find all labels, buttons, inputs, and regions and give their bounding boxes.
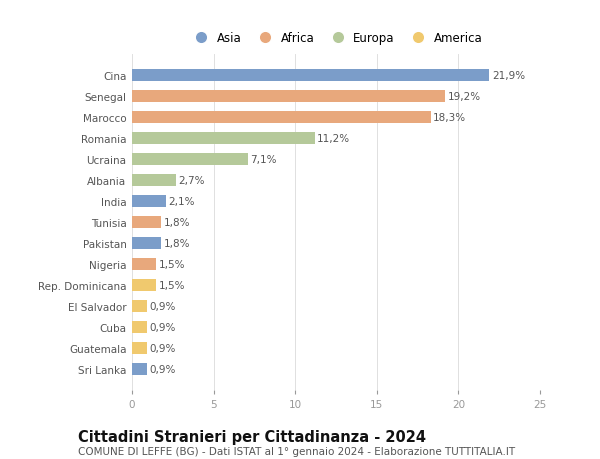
Text: 2,1%: 2,1% (169, 197, 195, 207)
Text: 1,8%: 1,8% (164, 239, 190, 248)
Text: 11,2%: 11,2% (317, 134, 350, 144)
Bar (132, 259, 157, 270)
Bar (132, 364, 146, 375)
Text: 18,3%: 18,3% (433, 113, 466, 123)
Bar (132, 91, 445, 103)
Text: 0,9%: 0,9% (149, 322, 176, 332)
Legend: Asia, Africa, Europa, America: Asia, Africa, Europa, America (185, 28, 487, 50)
Text: 7,1%: 7,1% (250, 155, 277, 165)
Bar (132, 70, 490, 82)
Bar (132, 133, 315, 145)
Text: COMUNE DI LEFFE (BG) - Dati ISTAT al 1° gennaio 2024 - Elaborazione TUTTITALIA.I: COMUNE DI LEFFE (BG) - Dati ISTAT al 1° … (78, 446, 515, 456)
Text: 19,2%: 19,2% (448, 92, 481, 102)
Bar (132, 196, 166, 207)
Text: 21,9%: 21,9% (492, 71, 525, 81)
Bar (132, 175, 176, 186)
Text: 0,9%: 0,9% (149, 343, 176, 353)
Bar (132, 301, 146, 312)
Bar (132, 322, 146, 333)
Bar (132, 342, 146, 354)
Bar (132, 154, 248, 166)
Text: 1,5%: 1,5% (159, 259, 185, 269)
Bar (132, 217, 161, 229)
Bar (132, 238, 161, 249)
Text: Cittadini Stranieri per Cittadinanza - 2024: Cittadini Stranieri per Cittadinanza - 2… (78, 429, 426, 444)
Text: 2,7%: 2,7% (179, 176, 205, 186)
Text: 1,8%: 1,8% (164, 218, 190, 228)
Text: 0,9%: 0,9% (149, 364, 176, 374)
Bar (132, 280, 157, 291)
Text: 1,5%: 1,5% (159, 280, 185, 291)
Text: 0,9%: 0,9% (149, 302, 176, 311)
Bar (132, 112, 431, 123)
